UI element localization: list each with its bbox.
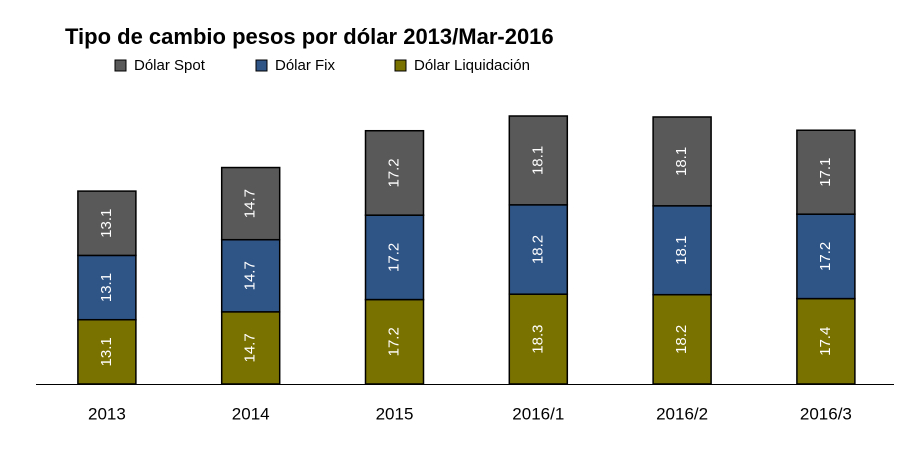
bar-segment [652,293,712,385]
value-label: 18.1 [529,146,546,175]
bar-segment [508,204,569,295]
x-tick-label: 2016/3 [800,404,852,423]
bar-segment [796,213,856,300]
value-label: 13.1 [98,337,115,366]
value-label: 17.2 [385,158,402,187]
x-tick-label: 2013 [88,404,126,423]
bar-segment [652,205,712,296]
legend-swatch [255,59,268,72]
x-tick-label: 2014 [232,404,270,423]
value-label: 18.3 [529,324,546,353]
bar-segment [77,254,137,321]
value-label: 18.2 [529,235,546,264]
value-label: 17.2 [385,327,402,356]
value-label: 13.1 [98,273,115,302]
value-label: 17.2 [385,243,402,272]
bar-segment [220,311,281,385]
value-label: 14.7 [242,261,259,290]
bar-segment [364,129,425,216]
bar-segment [508,115,569,206]
legend-label: Dólar Liquidación [414,57,530,74]
bar-segment [220,238,281,313]
bar-segment [796,297,856,385]
legend-swatch [394,59,407,72]
value-label: 17.1 [817,158,834,187]
bar-segment [364,214,425,301]
chart-title: Tipo de cambio pesos por dólar 2013/Mar-… [65,24,554,49]
value-label: 18.1 [673,147,690,176]
bar-segment [796,129,856,215]
bar-segment [220,166,281,241]
bar-segment [77,190,137,257]
value-label: 18.1 [673,236,690,265]
x-tick-label: 2015 [376,404,414,423]
value-label: 14.7 [242,333,259,362]
bar-segment [508,293,569,385]
x-tick-label: 2016/1 [512,404,564,423]
value-label: 14.7 [242,189,259,218]
x-tick-label: 2016/2 [656,404,708,423]
bar-segment [364,298,425,385]
value-label: 13.1 [98,209,115,238]
value-label: 17.2 [817,242,834,271]
bar-segment [652,116,712,207]
legend-label: Dólar Fix [275,57,336,74]
legend-swatch [114,59,127,72]
bar-segment [77,318,137,385]
value-label: 17.4 [817,327,834,356]
legend-label: Dólar Spot [134,57,206,74]
value-label: 18.2 [673,325,690,354]
